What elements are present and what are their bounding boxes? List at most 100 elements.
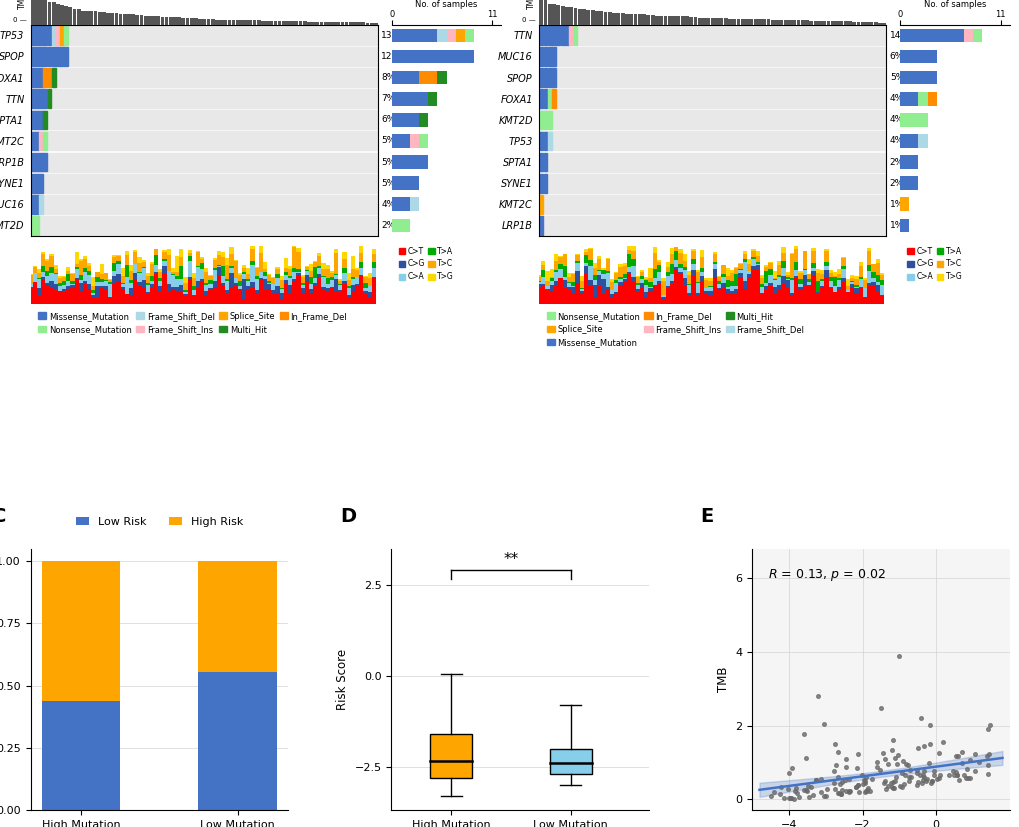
- Bar: [158, 281, 162, 286]
- Point: [826, 782, 843, 796]
- Bar: [329, 270, 333, 273]
- Bar: [221, 251, 225, 257]
- Bar: [545, 289, 549, 290]
- Bar: [263, 262, 267, 269]
- Bar: [781, 261, 785, 268]
- Bar: [242, 265, 246, 269]
- Bar: [584, 249, 588, 252]
- Bar: [39, 131, 43, 151]
- Bar: [669, 248, 674, 254]
- Bar: [317, 279, 321, 304]
- Bar: [827, 281, 832, 287]
- Bar: [643, 297, 648, 304]
- Text: 4%: 4%: [381, 200, 395, 209]
- Point: [791, 790, 807, 803]
- Bar: [31, 69, 35, 87]
- Bar: [346, 288, 351, 294]
- Bar: [355, 277, 359, 284]
- Bar: [128, 294, 133, 304]
- Bar: [275, 274, 279, 279]
- Bar: [45, 285, 49, 304]
- Bar: [815, 281, 819, 292]
- Bar: [287, 276, 291, 278]
- Bar: [870, 281, 875, 285]
- Bar: [74, 269, 78, 278]
- Point: [772, 781, 789, 794]
- Point: [883, 775, 900, 788]
- Bar: [862, 280, 866, 288]
- Bar: [271, 284, 275, 289]
- Bar: [539, 216, 542, 235]
- Bar: [45, 283, 49, 285]
- Bar: [712, 269, 716, 277]
- Point: [847, 780, 863, 793]
- Legend: Nonsense_Mutation, Splice_Site, Missense_Mutation, In_Frame_Del, Frame_Shift_Ins: Nonsense_Mutation, Splice_Site, Missense…: [543, 308, 807, 351]
- Bar: [845, 290, 849, 292]
- Bar: [410, 134, 419, 148]
- Bar: [291, 280, 297, 304]
- Bar: [39, 195, 43, 213]
- Bar: [596, 285, 600, 304]
- Bar: [669, 264, 674, 274]
- Bar: [321, 277, 325, 288]
- Bar: [45, 276, 49, 283]
- Bar: [91, 295, 96, 297]
- Bar: [635, 276, 639, 284]
- Bar: [263, 289, 267, 304]
- Bar: [52, 47, 55, 66]
- Bar: [551, 89, 555, 108]
- Bar: [605, 270, 609, 273]
- Point: [830, 786, 847, 800]
- Bar: [858, 289, 862, 304]
- Bar: [660, 297, 664, 299]
- Bar: [305, 271, 309, 275]
- Bar: [609, 282, 613, 289]
- Bar: [553, 284, 557, 304]
- Bar: [648, 278, 652, 281]
- Bar: [133, 264, 138, 273]
- Bar: [691, 259, 695, 265]
- Bar: [631, 277, 635, 282]
- Bar: [355, 270, 359, 277]
- Bar: [763, 266, 767, 271]
- Bar: [767, 263, 772, 270]
- Bar: [317, 253, 321, 256]
- Point: [940, 768, 956, 782]
- Bar: [631, 260, 635, 265]
- Bar: [567, 287, 571, 290]
- Point: [897, 758, 913, 771]
- Bar: [363, 277, 367, 283]
- Bar: [794, 246, 798, 249]
- Bar: [212, 260, 217, 268]
- Bar: [233, 260, 237, 261]
- Bar: [669, 281, 674, 284]
- Bar: [549, 270, 553, 276]
- Bar: [120, 284, 124, 287]
- Bar: [674, 247, 678, 251]
- Bar: [759, 284, 763, 288]
- Bar: [562, 289, 567, 304]
- Bar: [267, 280, 271, 283]
- Point: [970, 755, 986, 768]
- Bar: [150, 280, 154, 284]
- Bar: [170, 287, 175, 289]
- Point: [854, 777, 870, 791]
- Bar: [342, 281, 346, 284]
- Bar: [575, 256, 579, 261]
- Point: [858, 784, 874, 797]
- Bar: [338, 279, 342, 281]
- Bar: [562, 277, 567, 280]
- Legend: Low Risk, High Risk: Low Risk, High Risk: [71, 512, 248, 531]
- Bar: [742, 259, 746, 262]
- Bar: [87, 265, 91, 271]
- Bar: [329, 277, 333, 280]
- Bar: [78, 280, 83, 283]
- Bar: [263, 280, 267, 289]
- Bar: [309, 284, 313, 289]
- Bar: [853, 293, 858, 304]
- Bar: [58, 276, 62, 278]
- Bar: [44, 89, 47, 108]
- Bar: [584, 274, 588, 304]
- Bar: [138, 272, 142, 274]
- Bar: [31, 131, 35, 151]
